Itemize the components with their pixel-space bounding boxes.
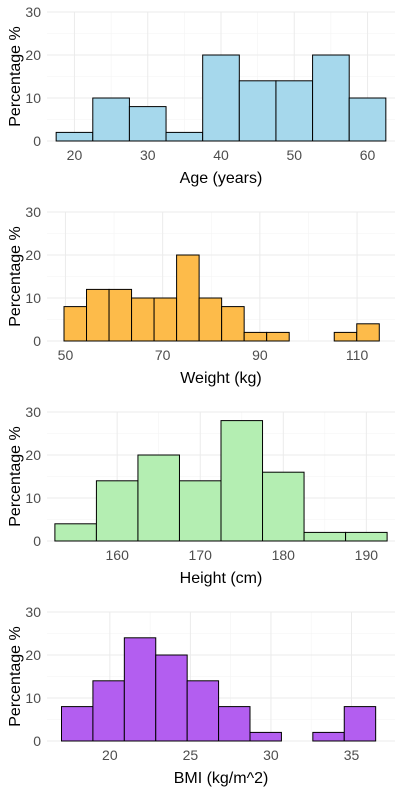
- y-tick-label: 10: [25, 490, 41, 506]
- age-bar: [165, 131, 204, 142]
- weight-bar: [198, 297, 223, 342]
- y-tick-label: 0: [33, 333, 41, 349]
- age-bar: [238, 80, 277, 142]
- age-bar: [312, 54, 350, 142]
- x-tick-label: 40: [213, 147, 229, 163]
- x-tick-label: 190: [355, 547, 379, 563]
- x-tick-label: 30: [263, 747, 279, 763]
- y-tick-label: 10: [25, 290, 41, 306]
- x-tick-label: 20: [67, 147, 83, 163]
- age-bar: [275, 80, 314, 142]
- weight-histogram: 0 10 20 30 50 70 90 110 Weight (kg) Percentage %: [7, 204, 395, 387]
- bmi-bar: [123, 637, 157, 742]
- weight-bar: [108, 288, 133, 342]
- age-y-axis-title: Percentage %: [7, 26, 24, 127]
- y-tick-label: 0: [33, 133, 41, 149]
- bmi-bar: [186, 680, 220, 742]
- height-bar: [95, 480, 139, 542]
- x-tick-label: 90: [252, 347, 268, 363]
- x-tick-label: 160: [106, 547, 130, 563]
- y-tick-label: 20: [25, 247, 41, 263]
- x-tick-label: 30: [140, 147, 156, 163]
- age-x-axis-title: Age (years): [180, 170, 263, 187]
- bmi-panel: 0 10 20 30 20 25 30 35 BMI (kg/m^2) Percentage %: [0, 600, 400, 800]
- y-tick-label: 30: [25, 204, 41, 220]
- y-tick-label: 10: [25, 690, 41, 706]
- age-bar: [92, 97, 130, 142]
- x-tick-label: 170: [189, 547, 213, 563]
- bmi-bar: [343, 706, 377, 742]
- age-bar: [55, 131, 94, 142]
- weight-panel: 0 10 20 30 50 70 90 110 Weight (kg) Percentage %: [0, 200, 400, 400]
- height-bar: [178, 480, 222, 542]
- height-bars: [54, 420, 388, 542]
- bmi-y-axis-title: Percentage %: [7, 626, 24, 727]
- height-x-axis-title: Height (cm): [180, 570, 263, 587]
- height-bar: [137, 454, 180, 542]
- y-tick-label: 20: [25, 647, 41, 663]
- weight-bar: [153, 297, 178, 342]
- height-bar: [54, 523, 97, 542]
- y-tick-label: 30: [25, 4, 41, 20]
- x-tick-label: 35: [344, 747, 360, 763]
- weight-bar: [176, 254, 200, 342]
- age-bar: [128, 106, 167, 142]
- bmi-bar: [249, 731, 282, 742]
- y-tick-label: 20: [25, 447, 41, 463]
- x-tick-label: 25: [183, 747, 199, 763]
- height-bar: [345, 531, 388, 542]
- y-tick-label: 20: [25, 47, 41, 63]
- height-bar: [220, 420, 264, 542]
- weight-bar: [266, 331, 290, 342]
- bmi-x-axis-title: BMI (kg/m^2): [174, 770, 269, 787]
- bmi-bar: [92, 680, 125, 742]
- age-histogram: 0 10 20 30 20 30 40 50 60 Age (years) Percentage %: [7, 4, 395, 187]
- height-y-axis-title: Percentage %: [7, 426, 24, 527]
- age-panel: 0 10 20 30 20 30 40 50 60 Age (years) Percentage %: [0, 0, 400, 200]
- height-bar: [303, 531, 347, 542]
- age-bars: [55, 54, 387, 142]
- x-tick-label: 50: [286, 147, 302, 163]
- weight-x-axis-title: Weight (kg): [180, 370, 262, 387]
- bmi-bars: [61, 637, 377, 742]
- weight-bar: [63, 306, 88, 342]
- height-panel: 0 10 20 30 160 170 180 190 Height (cm) Percentage…: [0, 400, 400, 600]
- x-tick-label: 180: [272, 547, 296, 563]
- height-bar: [262, 471, 305, 542]
- y-tick-label: 0: [33, 533, 41, 549]
- bmi-bar: [218, 706, 251, 742]
- bmi-bar: [61, 706, 94, 742]
- weight-bar: [243, 331, 268, 342]
- bmi-bar: [155, 654, 188, 742]
- y-tick-label: 0: [33, 733, 41, 749]
- y-tick-label: 30: [25, 404, 41, 420]
- bmi-bar: [312, 731, 345, 742]
- weight-bar: [131, 297, 155, 342]
- weight-bar: [356, 323, 380, 342]
- x-tick-label: 20: [102, 747, 118, 763]
- weight-bar: [221, 306, 245, 342]
- weight-y-axis-title: Percentage %: [7, 226, 24, 327]
- age-bar: [348, 97, 387, 142]
- x-tick-label: 70: [155, 347, 171, 363]
- weight-bar: [333, 331, 358, 342]
- age-bar: [202, 54, 240, 142]
- weight-bars: [63, 254, 380, 342]
- height-histogram: 0 10 20 30 160 170 180 190 Height (cm) Percentage…: [7, 404, 395, 587]
- weight-bar: [86, 288, 110, 342]
- y-tick-label: 10: [25, 90, 41, 106]
- bmi-histogram: 0 10 20 30 20 25 30 35 BMI (kg/m^2) Percentage %: [7, 604, 395, 787]
- x-tick-label: 110: [346, 347, 369, 363]
- y-tick-label: 30: [25, 604, 41, 620]
- x-tick-label: 60: [360, 147, 376, 163]
- x-tick-label: 50: [58, 347, 74, 363]
